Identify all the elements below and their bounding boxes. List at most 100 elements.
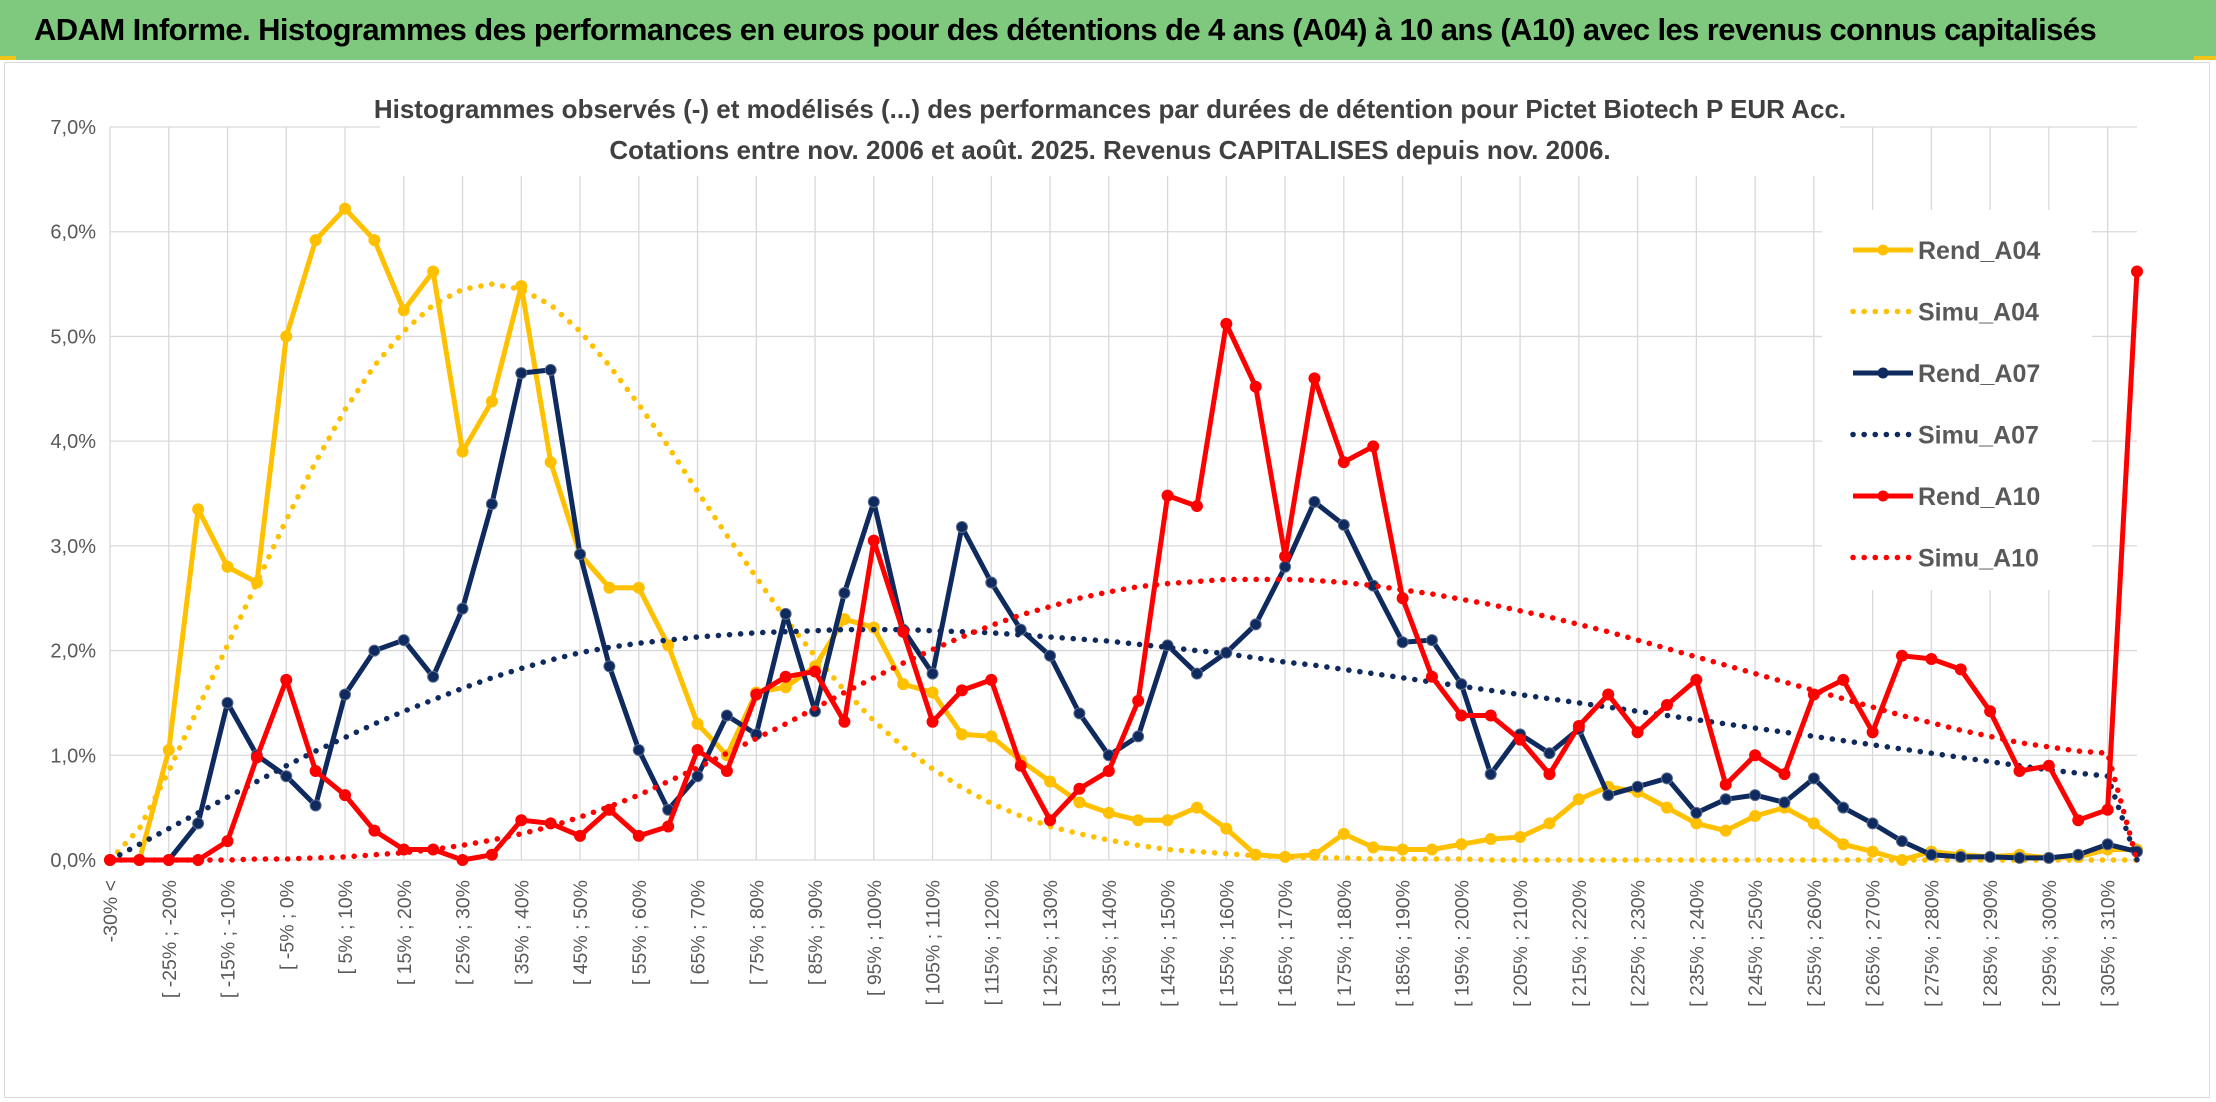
data-point (1073, 707, 1086, 720)
x-tick-label: [ 35% ; 40% (511, 880, 533, 985)
data-point (162, 744, 175, 757)
data-point (1161, 489, 1174, 502)
x-tick-label: [ 295% ; 300% (2039, 880, 2061, 1007)
data-point (720, 764, 733, 777)
data-point (1925, 848, 1938, 861)
data-point (2101, 838, 2114, 851)
data-point (1396, 636, 1409, 649)
x-tick-label: [ 125% ; 130% (1040, 880, 1062, 1007)
data-point (1543, 817, 1556, 830)
data-point (1895, 835, 1908, 848)
data-point (838, 715, 851, 728)
data-point (192, 817, 205, 830)
legend-item: Simu_A04 (1850, 299, 2039, 327)
data-point (955, 728, 968, 741)
data-point (2042, 759, 2055, 772)
data-point (985, 576, 998, 589)
legend-label: Simu_A07 (1918, 422, 2039, 450)
data-point (1161, 814, 1174, 827)
banner: ADAM Informe. Histogrammes des performan… (0, 0, 2216, 60)
y-tick-label: 3,0% (50, 536, 96, 558)
data-point (339, 688, 352, 701)
data-point (456, 602, 469, 615)
data-point (985, 673, 998, 686)
data-point (1984, 705, 1997, 718)
data-point (456, 445, 469, 458)
data-point (867, 534, 880, 547)
data-point (1484, 709, 1497, 722)
banner-accent-left (0, 56, 16, 60)
data-point (691, 717, 704, 730)
data-point (368, 824, 381, 837)
data-point (1220, 317, 1233, 330)
data-point (1308, 495, 1321, 508)
data-point (339, 202, 352, 215)
x-tick-label: [ 105% ; 110% (923, 880, 945, 1005)
data-point (1102, 764, 1115, 777)
data-point (1308, 372, 1321, 385)
data-point (1425, 634, 1438, 647)
x-tick-label: [ 5% ; 10% (335, 880, 357, 974)
data-point (544, 456, 557, 469)
data-point (544, 363, 557, 376)
data-point (691, 744, 704, 757)
legend-item: Rend_A04 (1853, 237, 2040, 265)
data-point (603, 581, 616, 594)
data-point (1367, 440, 1380, 453)
x-tick-label: [ 145% ; 150% (1158, 880, 1180, 1007)
data-point (1249, 380, 1262, 393)
x-tick-label: [ 175% ; 180% (1334, 880, 1356, 1007)
chart-subtitle: Cotations entre nov. 2006 et août. 2025.… (609, 135, 1610, 165)
data-point (1631, 780, 1644, 793)
data-point (368, 234, 381, 247)
legend: Rend_A04 Simu_A04 Rend_A07 Simu_A07 Rend_A10… (1822, 210, 2092, 590)
data-point (1514, 830, 1527, 843)
data-point (221, 696, 234, 709)
legend-item: Rend_A07 (1853, 360, 2040, 388)
data-point (1337, 827, 1350, 840)
legend-label: Rend_A10 (1918, 483, 2040, 511)
x-tick-label: [ 45% ; 50% (570, 880, 592, 985)
data-point (779, 670, 792, 683)
data-point (1719, 778, 1732, 791)
y-tick-label: 6,0% (50, 222, 96, 244)
data-point (485, 848, 498, 861)
legend-label: Rend_A07 (1918, 360, 2040, 388)
data-point (1455, 838, 1468, 851)
x-tick-label: [ 305% ; 310% (2098, 880, 2120, 1007)
data-point (1954, 850, 1967, 863)
data-point (1132, 814, 1145, 827)
legend-marker (1877, 490, 1889, 502)
data-point (1895, 649, 1908, 662)
data-point (926, 667, 939, 680)
data-point (1543, 768, 1556, 781)
data-point (1778, 796, 1791, 809)
data-point (809, 665, 822, 678)
data-point (1190, 500, 1203, 513)
data-point (1660, 772, 1673, 785)
data-point (515, 814, 528, 827)
data-point (1073, 782, 1086, 795)
x-tick-label: [ 245% ; 250% (1745, 880, 1767, 1007)
data-point (574, 548, 587, 561)
data-point (1425, 670, 1438, 683)
data-point (1220, 822, 1233, 835)
data-point (221, 560, 234, 573)
data-point (309, 764, 322, 777)
data-point (1807, 817, 1820, 830)
data-point (926, 686, 939, 699)
data-point (897, 678, 910, 691)
y-tick-label: 1,0% (50, 745, 96, 767)
data-point (750, 688, 763, 701)
data-point (955, 521, 968, 534)
x-tick-label: [ 275% ; 280% (1921, 880, 1943, 1007)
data-point (1073, 796, 1086, 809)
data-point (1837, 673, 1850, 686)
data-point (720, 709, 733, 722)
data-point (309, 799, 322, 812)
data-point (1249, 618, 1262, 631)
data-point (1396, 592, 1409, 605)
data-point (192, 503, 205, 516)
data-point (1690, 673, 1703, 686)
